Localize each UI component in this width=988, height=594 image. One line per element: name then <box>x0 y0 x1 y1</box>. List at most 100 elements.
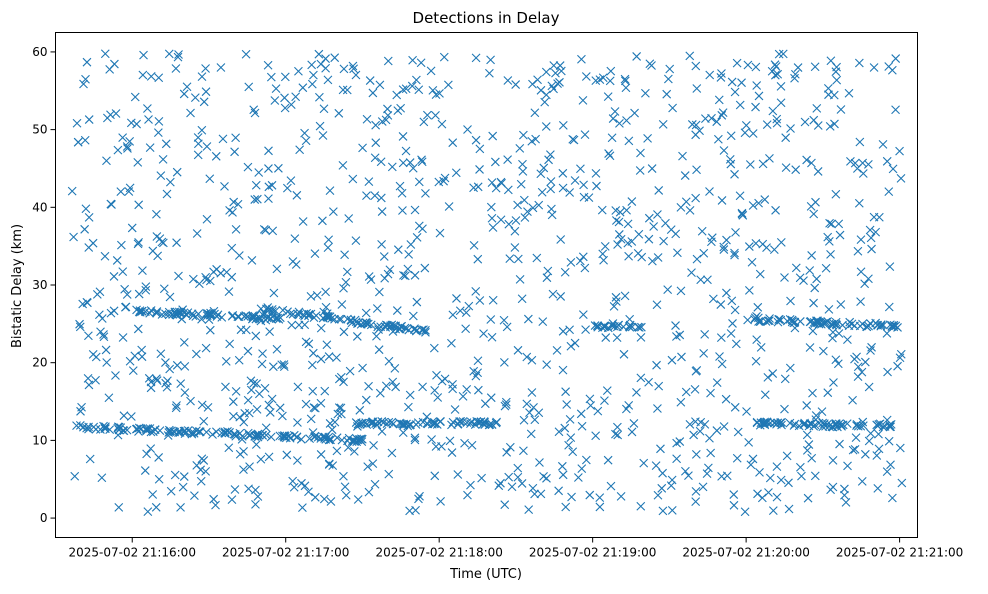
data-point <box>432 370 441 380</box>
data-point <box>254 389 264 399</box>
data-point <box>740 507 750 517</box>
data-point <box>717 110 727 120</box>
data-point <box>450 405 460 414</box>
data-point <box>630 108 639 118</box>
data-point <box>316 450 326 459</box>
data-point <box>515 274 525 284</box>
data-point <box>523 314 533 324</box>
data-point <box>621 83 631 93</box>
data-point <box>765 316 774 326</box>
data-point <box>315 121 325 131</box>
data-point <box>541 90 551 100</box>
data-point <box>341 277 351 287</box>
data-point <box>471 287 481 296</box>
data-point <box>805 266 815 275</box>
data-point <box>352 434 362 444</box>
data-point <box>241 49 251 59</box>
data-point <box>165 427 175 437</box>
data-point <box>182 310 192 320</box>
data-point <box>342 85 352 95</box>
data-point <box>662 89 672 99</box>
data-point <box>291 260 301 269</box>
data-point <box>697 226 707 236</box>
data-point <box>201 467 211 476</box>
data-point <box>534 200 544 210</box>
data-point <box>228 310 238 320</box>
data-point <box>856 421 866 431</box>
data-point <box>556 235 566 244</box>
data-point <box>318 216 327 226</box>
data-point <box>795 317 805 326</box>
data-point <box>172 307 182 317</box>
data-point <box>130 351 140 361</box>
data-point <box>116 240 126 250</box>
data-point <box>277 360 287 370</box>
data-point <box>802 401 812 410</box>
data-point <box>191 312 201 321</box>
data-point <box>813 121 823 130</box>
data-point <box>558 365 568 375</box>
data-point <box>544 155 553 165</box>
data-point <box>609 301 619 311</box>
data-point <box>494 481 504 491</box>
data-point <box>388 377 398 387</box>
data-point <box>851 433 861 442</box>
data-point <box>364 487 374 497</box>
data-point <box>791 263 801 273</box>
data-point <box>727 77 737 87</box>
data-point <box>874 212 884 222</box>
data-point <box>221 356 231 366</box>
data-point <box>294 307 304 317</box>
data-point <box>475 165 484 174</box>
data-point <box>125 137 135 146</box>
data-point <box>634 229 644 239</box>
data-point <box>114 502 124 512</box>
data-point <box>410 270 420 280</box>
data-point <box>876 320 886 330</box>
data-point <box>381 320 391 330</box>
data-point <box>858 169 868 178</box>
data-point <box>715 352 724 361</box>
data-point <box>243 395 253 405</box>
data-point <box>700 419 710 429</box>
data-point <box>654 186 664 195</box>
data-point <box>348 174 358 184</box>
data-point <box>536 169 546 179</box>
data-point <box>404 250 414 259</box>
data-point <box>676 286 686 296</box>
data-point <box>377 416 387 426</box>
data-point <box>566 433 576 442</box>
data-point <box>496 478 505 488</box>
data-point <box>805 343 815 352</box>
data-point <box>718 108 728 118</box>
x-tick-label: 2025-07-02 21:16:00 <box>69 546 196 560</box>
data-point <box>700 329 710 339</box>
data-point <box>895 353 905 363</box>
data-point <box>288 476 298 486</box>
data-point <box>431 90 441 100</box>
data-point <box>671 321 680 330</box>
data-point <box>165 177 175 187</box>
data-point <box>287 320 297 330</box>
data-point <box>557 461 567 471</box>
data-point <box>225 339 235 349</box>
data-point <box>602 386 612 396</box>
data-point <box>89 422 99 432</box>
data-point <box>430 471 440 481</box>
data-point <box>613 430 623 440</box>
data-point <box>94 310 104 320</box>
data-point <box>520 213 530 222</box>
data-point <box>385 265 395 275</box>
data-point <box>687 120 697 129</box>
data-point <box>530 489 539 499</box>
data-point <box>712 426 722 435</box>
data-point <box>141 285 151 295</box>
data-point <box>351 70 361 80</box>
data-point <box>410 205 420 215</box>
data-point <box>561 387 570 397</box>
data-point <box>575 256 585 266</box>
data-point <box>896 174 906 183</box>
data-point <box>408 163 418 173</box>
data-point <box>763 316 773 326</box>
data-point <box>566 341 576 351</box>
